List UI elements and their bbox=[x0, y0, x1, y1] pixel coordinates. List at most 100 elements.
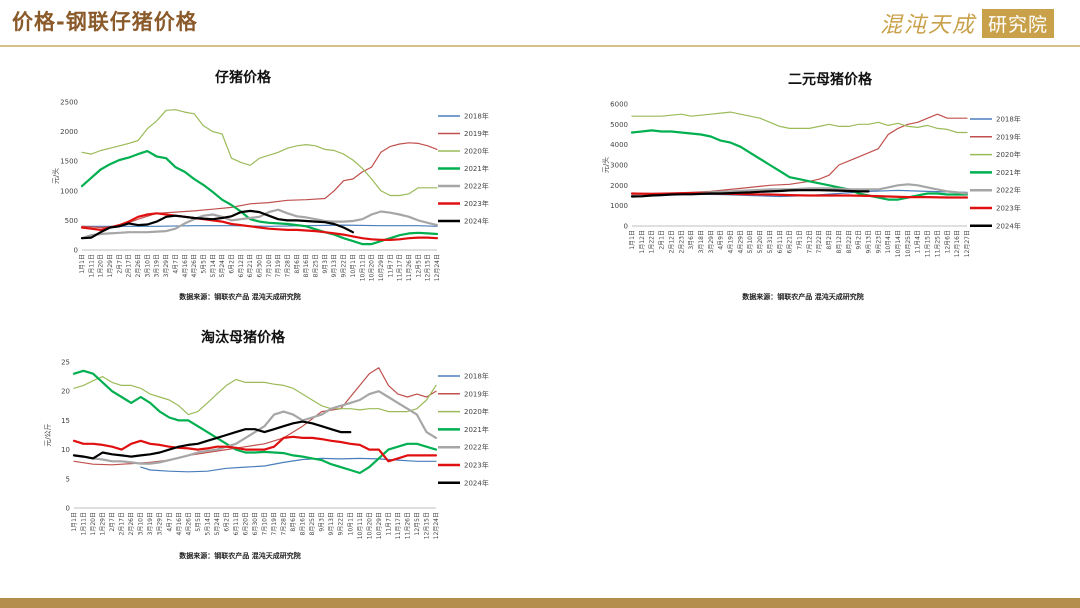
x-tick-label: 8月16日 bbox=[300, 512, 307, 535]
legend-label: 2023年 bbox=[996, 204, 1021, 213]
x-tick-label: 4月19日 bbox=[728, 230, 735, 253]
legend-label: 2019年 bbox=[464, 389, 489, 398]
chart-title: 淘汰母猪价格 bbox=[201, 329, 286, 346]
legend-label: 2022年 bbox=[996, 186, 1021, 195]
y-tick-label: 1000 bbox=[610, 202, 628, 210]
x-tick-label: 8月25日 bbox=[313, 254, 320, 277]
x-tick-label: 10月11日 bbox=[359, 254, 366, 281]
y-tick-label: 2000 bbox=[610, 182, 628, 190]
y-tick-label: 500 bbox=[65, 217, 78, 225]
x-tick-label: 3月10日 bbox=[138, 512, 145, 535]
x-tick-label: 4月16日 bbox=[182, 254, 189, 277]
x-tick-label: 2月17日 bbox=[126, 254, 133, 277]
x-tick-label: 7月28日 bbox=[285, 254, 292, 277]
x-tick-label: 8月2日 bbox=[826, 230, 833, 250]
logo-box: 研究院 bbox=[981, 8, 1054, 38]
series-line-2022年 bbox=[72, 390, 438, 465]
legend-label: 2019年 bbox=[996, 132, 1021, 141]
x-tick-label: 7月19日 bbox=[275, 254, 282, 277]
x-tick-label: 5月5日 bbox=[195, 512, 202, 532]
x-tick-label: 10月29日 bbox=[376, 512, 383, 539]
series-line-2024年 bbox=[630, 189, 870, 198]
series-line-2020年 bbox=[81, 109, 438, 197]
x-tick-label: 6月21日 bbox=[787, 230, 794, 253]
x-tick-label: 5月10日 bbox=[747, 230, 754, 253]
legend-label: 2023年 bbox=[464, 461, 489, 470]
x-tick-label: 6月11日 bbox=[233, 512, 240, 535]
x-tick-label: 9月3日 bbox=[322, 254, 329, 274]
series-line-2023年 bbox=[630, 192, 969, 199]
x-tick-label: 12月5日 bbox=[415, 254, 422, 277]
y-axis-label: 元/公斤 bbox=[43, 423, 52, 446]
x-tick-label: 1月29日 bbox=[100, 512, 107, 535]
legend-label: 2018年 bbox=[464, 372, 489, 381]
series-line-2023年 bbox=[80, 212, 439, 241]
x-tick-label: 11月7日 bbox=[385, 512, 392, 535]
x-tick-label: 4月29日 bbox=[737, 230, 744, 253]
x-tick-label: 12月24日 bbox=[434, 254, 441, 281]
x-tick-label: 9月22日 bbox=[341, 254, 348, 277]
x-tick-label: 9月23日 bbox=[875, 230, 882, 253]
x-tick-label: 7月10日 bbox=[262, 512, 269, 535]
series-line-2018年 bbox=[140, 457, 437, 473]
x-tick-label: 4月7日 bbox=[172, 254, 179, 274]
footer-bar bbox=[0, 598, 1080, 608]
x-tick-label: 7月1日 bbox=[797, 230, 804, 250]
y-axis-label: 元/头 bbox=[601, 157, 610, 173]
x-tick-label: 5月24日 bbox=[219, 254, 226, 277]
x-tick-label: 10月29日 bbox=[378, 254, 385, 281]
y-tick-label: 15 bbox=[61, 417, 70, 425]
x-tick-label: 2月1日 bbox=[659, 230, 666, 250]
x-tick-label: 4月7日 bbox=[166, 512, 173, 532]
x-tick-label: 3月6日 bbox=[688, 230, 695, 250]
y-tick-label: 4000 bbox=[610, 141, 628, 149]
legend-label: 2024年 bbox=[464, 478, 489, 487]
x-tick-label: 4月9日 bbox=[718, 230, 725, 250]
x-tick-label: 6月30日 bbox=[252, 512, 259, 535]
x-tick-label: 2月17日 bbox=[119, 512, 126, 535]
x-tick-label: 2月23日 bbox=[678, 230, 685, 253]
x-tick-label: 1月20日 bbox=[90, 512, 97, 535]
x-tick-label: 1月11日 bbox=[88, 254, 95, 277]
series-line-2021年 bbox=[80, 149, 439, 246]
x-tick-label: 4月26日 bbox=[191, 254, 198, 277]
x-tick-label: 2月7日 bbox=[109, 512, 116, 532]
x-tick-label: 2月7日 bbox=[116, 254, 123, 274]
x-tick-label: 6月12日 bbox=[238, 254, 245, 277]
x-tick-label: 11月25日 bbox=[934, 230, 941, 257]
series-line-2022年 bbox=[80, 208, 439, 240]
x-tick-label: 10月20日 bbox=[369, 254, 376, 281]
chart-title: 二元母猪价格 bbox=[788, 71, 873, 88]
series-line-2020年 bbox=[631, 111, 968, 134]
x-tick-label: 6月21日 bbox=[247, 254, 254, 277]
x-tick-label: 9月13日 bbox=[328, 512, 335, 535]
x-tick-label: 7月19日 bbox=[271, 512, 278, 535]
x-tick-label: 3月18日 bbox=[698, 230, 705, 253]
x-tick-label: 8月6日 bbox=[294, 254, 301, 274]
legend-label: 2023年 bbox=[464, 199, 489, 208]
x-tick-label: 11月17日 bbox=[397, 254, 404, 281]
y-tick-label: 0 bbox=[624, 223, 628, 231]
legend-label: 2020年 bbox=[464, 407, 489, 416]
legend-label: 2019年 bbox=[464, 129, 489, 138]
x-tick-label: 1月20日 bbox=[98, 254, 105, 277]
x-tick-label: 12月15日 bbox=[423, 512, 430, 539]
x-tick-label: 8月12日 bbox=[836, 230, 843, 253]
series-line-2019年 bbox=[631, 113, 968, 195]
x-tick-label: 1月1日 bbox=[71, 512, 78, 532]
x-tick-label: 3月29日 bbox=[157, 512, 164, 535]
legend-label: 2020年 bbox=[464, 147, 489, 156]
y-tick-label: 3000 bbox=[610, 162, 628, 170]
x-tick-label: 10月4日 bbox=[885, 230, 892, 253]
y-tick-label: 0 bbox=[66, 505, 70, 513]
x-tick-label: 10月25日 bbox=[905, 230, 912, 257]
x-tick-label: 11月4日 bbox=[915, 230, 922, 253]
x-tick-label: 7月22日 bbox=[816, 230, 823, 253]
y-tick-label: 0 bbox=[74, 247, 78, 255]
source-note: 数据来源：钢联农产品 混沌天成研究院 bbox=[179, 292, 300, 301]
x-tick-label: 12月15日 bbox=[425, 254, 432, 281]
y-tick-label: 20 bbox=[61, 388, 70, 396]
y-tick-label: 25 bbox=[61, 359, 70, 367]
x-tick-label: 5月20日 bbox=[757, 230, 764, 253]
